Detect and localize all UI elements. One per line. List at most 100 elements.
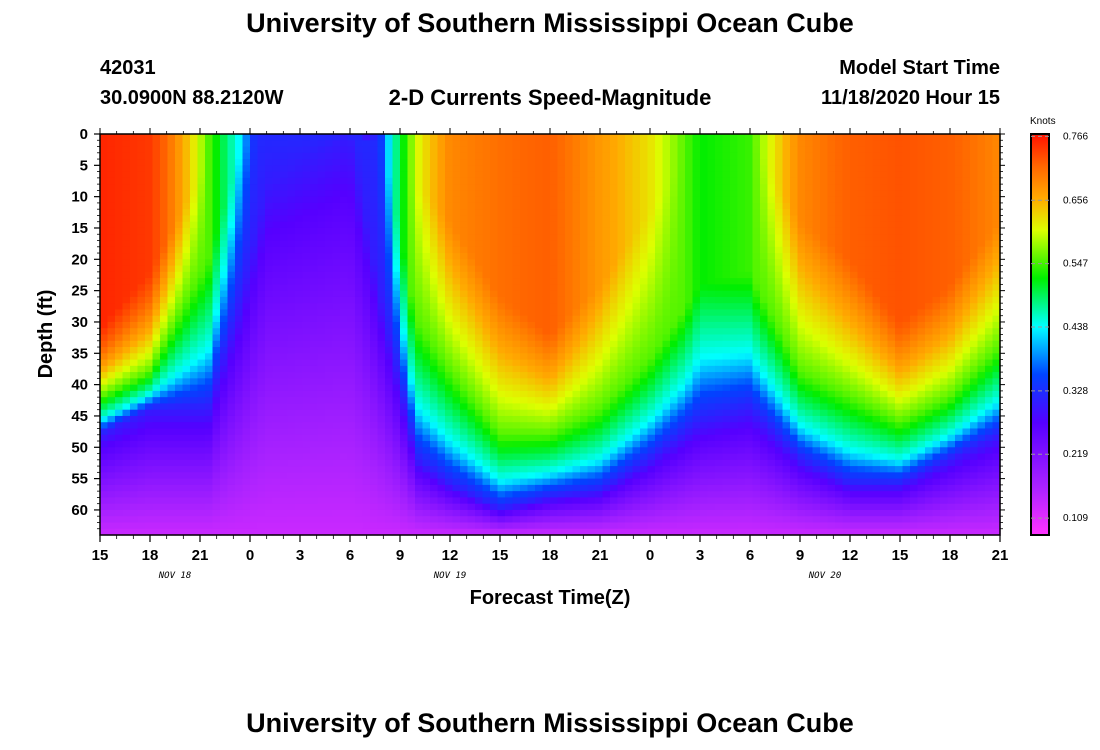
heatmap-cell — [400, 372, 409, 379]
heatmap-cell — [385, 177, 394, 185]
heatmap-cell — [130, 240, 139, 248]
heatmap-cell — [520, 397, 529, 405]
heatmap-cell — [632, 196, 641, 204]
heatmap-cell — [602, 359, 611, 367]
heatmap-cell — [655, 397, 664, 405]
heatmap-cell — [205, 503, 214, 511]
heatmap-cell — [220, 146, 229, 154]
heatmap-cell — [392, 497, 401, 505]
heatmap-cell — [647, 528, 656, 536]
heatmap-cell — [482, 152, 491, 160]
heatmap-cell — [602, 428, 611, 436]
heatmap-cell — [587, 509, 596, 517]
heatmap-cell — [572, 221, 581, 229]
heatmap-cell — [182, 390, 191, 398]
heatmap-cell — [310, 253, 319, 260]
heatmap-cell — [437, 472, 446, 480]
heatmap-cell — [550, 215, 559, 223]
heatmap-cell — [212, 271, 221, 279]
heatmap-cell — [302, 234, 311, 242]
heatmap-cell — [212, 259, 221, 267]
heatmap-cell — [670, 296, 679, 304]
heatmap-cell — [130, 503, 139, 511]
heatmap-cell — [280, 347, 289, 354]
heatmap-cell — [460, 466, 469, 473]
heatmap-cell — [617, 190, 626, 198]
heatmap-cell — [572, 328, 581, 336]
heatmap-cell — [565, 428, 574, 436]
heatmap-cell — [580, 184, 589, 191]
heatmap-cell — [280, 215, 289, 223]
heatmap-cell — [272, 459, 281, 467]
heatmap-cell — [310, 340, 319, 348]
heatmap-cell — [595, 347, 604, 354]
heatmap-cell — [662, 177, 671, 185]
heatmap-cell — [332, 140, 341, 148]
heatmap-cell — [100, 278, 109, 285]
heatmap-cell — [362, 296, 371, 304]
heatmap-cell — [137, 221, 146, 229]
heatmap-cell — [347, 278, 356, 285]
heatmap-cell — [490, 378, 499, 386]
heatmap-cell — [437, 278, 446, 285]
heatmap-cell — [287, 227, 296, 235]
heatmap-cell — [182, 146, 191, 154]
heatmap-cell — [317, 359, 326, 367]
heatmap-cell — [655, 516, 664, 524]
station-id: 42031 — [100, 57, 156, 79]
heatmap-cell — [422, 271, 431, 279]
heatmap-cell — [205, 159, 214, 166]
heatmap-cell — [430, 390, 439, 398]
heatmap-cell — [467, 202, 476, 210]
heatmap-cell — [272, 497, 281, 505]
heatmap-cell — [415, 472, 424, 480]
heatmap-cell — [257, 290, 266, 298]
heatmap-cell — [535, 334, 544, 342]
heatmap-cell — [475, 378, 484, 386]
heatmap-cell — [572, 378, 581, 386]
heatmap-cell — [220, 140, 229, 148]
heatmap-cell — [257, 227, 266, 235]
heatmap-cell — [535, 165, 544, 173]
heatmap-cell — [610, 347, 619, 354]
heatmap-cell — [595, 466, 604, 473]
heatmap-cell — [310, 509, 319, 517]
heatmap-cell — [632, 415, 641, 423]
heatmap-cell — [392, 309, 401, 317]
heatmap-cell — [370, 265, 379, 273]
heatmap-cell — [160, 491, 169, 499]
heatmap-cell — [377, 159, 386, 166]
heatmap-cell — [385, 384, 394, 392]
heatmap-cell — [332, 190, 341, 198]
heatmap-cell — [197, 365, 206, 373]
heatmap-cell — [137, 334, 146, 342]
heatmap-cell — [610, 196, 619, 204]
heatmap-cell — [167, 509, 176, 517]
heatmap-cell — [415, 378, 424, 386]
heatmap-cell — [160, 309, 169, 317]
heatmap-cell — [152, 466, 161, 473]
heatmap-cell — [242, 303, 251, 311]
heatmap-cell — [317, 503, 326, 511]
heatmap-cell — [355, 246, 364, 254]
heatmap-cell — [407, 359, 416, 367]
heatmap-cell — [332, 365, 341, 373]
heatmap-cell — [460, 165, 469, 173]
heatmap-cell — [632, 246, 641, 254]
heatmap-cell — [212, 165, 221, 173]
heatmap-cell — [482, 215, 491, 223]
heatmap-cell — [317, 240, 326, 248]
heatmap-cell — [362, 441, 371, 448]
heatmap-cell — [347, 447, 356, 455]
heatmap-cell — [385, 227, 394, 235]
heatmap-cell — [212, 196, 221, 204]
heatmap-cell — [145, 347, 154, 354]
heatmap-cell — [580, 284, 589, 292]
heatmap-cell — [115, 466, 124, 473]
heatmap-cell — [535, 321, 544, 329]
heatmap-cell — [542, 159, 551, 166]
heatmap-cell — [445, 453, 454, 461]
heatmap-cell — [625, 353, 634, 361]
heatmap-cell — [340, 165, 349, 173]
heatmap-cell — [520, 516, 529, 524]
